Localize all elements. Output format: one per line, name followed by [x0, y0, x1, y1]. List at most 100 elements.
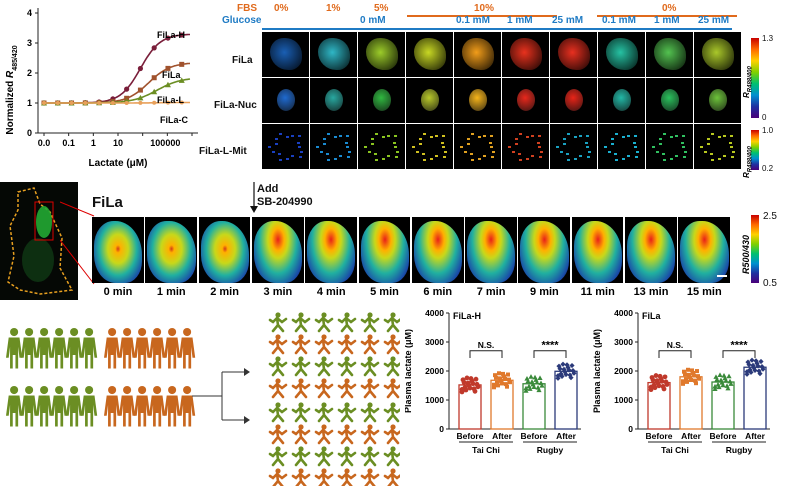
exercise-icon — [291, 402, 311, 423]
glucose-value-3: 25 mM — [552, 15, 584, 26]
timelapse-time-label: 7 min — [476, 286, 506, 298]
glucose-value-6: 25 mM — [698, 15, 730, 26]
glucose-value-5: 1 mM — [654, 15, 680, 26]
split-arrow — [192, 371, 244, 421]
micrograph-tile — [358, 78, 405, 123]
exercise-icon — [268, 312, 288, 333]
data-point — [492, 385, 496, 390]
imaging-grid — [262, 32, 742, 176]
colorbar-c-label-text: R500/430 — [741, 234, 751, 274]
data-point — [568, 375, 574, 381]
micrograph-tile — [598, 78, 645, 123]
fbs-value-4: 0% — [662, 3, 677, 14]
data-point — [648, 384, 654, 390]
exercise-icon — [314, 378, 334, 399]
dose-response-chart: 0 1 2 3 4 0.0 0.1 1 10 100000 Normalized R485/42… — [5, 8, 198, 169]
exercise-icon — [291, 468, 311, 486]
glucose-label: Glucose — [222, 15, 262, 26]
exercise-icon — [337, 468, 357, 486]
micrograph-tile — [694, 32, 741, 77]
exercise-icon — [360, 312, 380, 333]
glucose-value-1: 0.1 mM — [456, 15, 490, 26]
micrograph-tile — [454, 124, 501, 169]
data-point — [728, 381, 734, 386]
person-icon — [51, 386, 68, 427]
lactate-chart-fila: 0 1000 2000 3000 4000 Plasma lactate (μM) FiLa… — [592, 308, 770, 455]
data-point — [681, 379, 685, 384]
person-icon — [81, 328, 98, 369]
person-icon — [149, 386, 166, 427]
exercise-icon — [268, 356, 288, 377]
fbs-label: FBS — [237, 3, 257, 14]
person-icon — [149, 328, 166, 369]
x-tick-label: 0.1 — [62, 138, 75, 148]
curve-c — [44, 101, 190, 104]
colorbar-2-sub: R488/400 — [747, 146, 754, 173]
data-point — [725, 385, 731, 391]
data-point — [503, 377, 507, 382]
y-tick-label: 2000 — [614, 366, 633, 376]
micrograph-tile — [358, 124, 405, 169]
data-point — [664, 382, 670, 387]
person-icon — [119, 328, 136, 369]
data-point — [500, 381, 504, 386]
chart-subtitle: FiLa-H — [453, 311, 481, 321]
point-c — [165, 100, 170, 105]
y-tick-label: 0 — [27, 128, 32, 138]
significance-bracket — [533, 350, 567, 358]
y-axis-label-sub: 485/420 — [12, 45, 19, 70]
data-point — [690, 368, 694, 373]
person-icon — [36, 328, 53, 369]
colorbar-2-label: RR488/400 — [742, 146, 754, 178]
point-l — [178, 77, 185, 83]
point-f — [137, 87, 143, 93]
micrograph-tile — [454, 78, 501, 123]
fbs-value-3: 10% — [474, 3, 495, 14]
micrograph-tile — [646, 124, 693, 169]
exercise-icon — [314, 424, 334, 445]
sig-label-2: **** — [730, 339, 748, 351]
exercise-icon — [314, 468, 334, 486]
y-tick-label: 1000 — [614, 395, 633, 405]
point-f — [165, 65, 171, 71]
colorbar-2-top: 1.0 — [762, 126, 774, 135]
sig-label-1: N.S. — [478, 340, 495, 350]
row-label-fila: FiLa — [232, 55, 253, 66]
data-point — [504, 382, 508, 387]
data-point — [694, 381, 698, 386]
fbs-value-0: 0% — [274, 3, 289, 14]
timelapse-time-label: 1 min — [156, 286, 186, 298]
exercise-icon — [268, 446, 288, 467]
exercise-icon — [360, 378, 380, 399]
timelapse-time-label: 15 min — [686, 286, 722, 298]
exercise-icon — [291, 334, 311, 355]
data-point — [716, 384, 722, 390]
timelapse-times: 0 min 1 min 2 min 3 min 4 min 5 min 6 min 7 min… — [92, 286, 732, 302]
exercise-icon — [314, 356, 334, 377]
data-point — [693, 378, 697, 383]
cohort-label: Tai Chi — [661, 445, 689, 455]
cohort-label: Tai Chi — [472, 445, 500, 455]
timelapse-time-label: 3 min — [263, 286, 293, 298]
data-point — [685, 379, 689, 384]
group-label: Before — [646, 431, 673, 441]
significance-bracket — [658, 350, 692, 358]
exercise-icon — [314, 312, 334, 333]
colorbar-c-top: 2.5 — [763, 211, 777, 222]
exercise-icon — [337, 424, 357, 445]
timelapse-time-label: 4 min — [316, 286, 346, 298]
sig-label-1: N.S. — [667, 340, 684, 350]
data-point — [527, 386, 533, 391]
data-point — [689, 377, 693, 382]
exercise-icon — [314, 402, 334, 423]
person-icon — [21, 328, 38, 369]
person-icon — [179, 328, 196, 369]
exercise-icon — [314, 446, 334, 467]
drug-label: SB-204990 — [257, 196, 313, 208]
group-label: Before — [457, 431, 484, 441]
exercise-icon — [360, 402, 380, 423]
micrograph-tile — [358, 32, 405, 77]
micrograph-tile — [310, 78, 357, 123]
colorbar-c-label: R500/430 — [741, 235, 751, 274]
data-point — [461, 379, 467, 385]
